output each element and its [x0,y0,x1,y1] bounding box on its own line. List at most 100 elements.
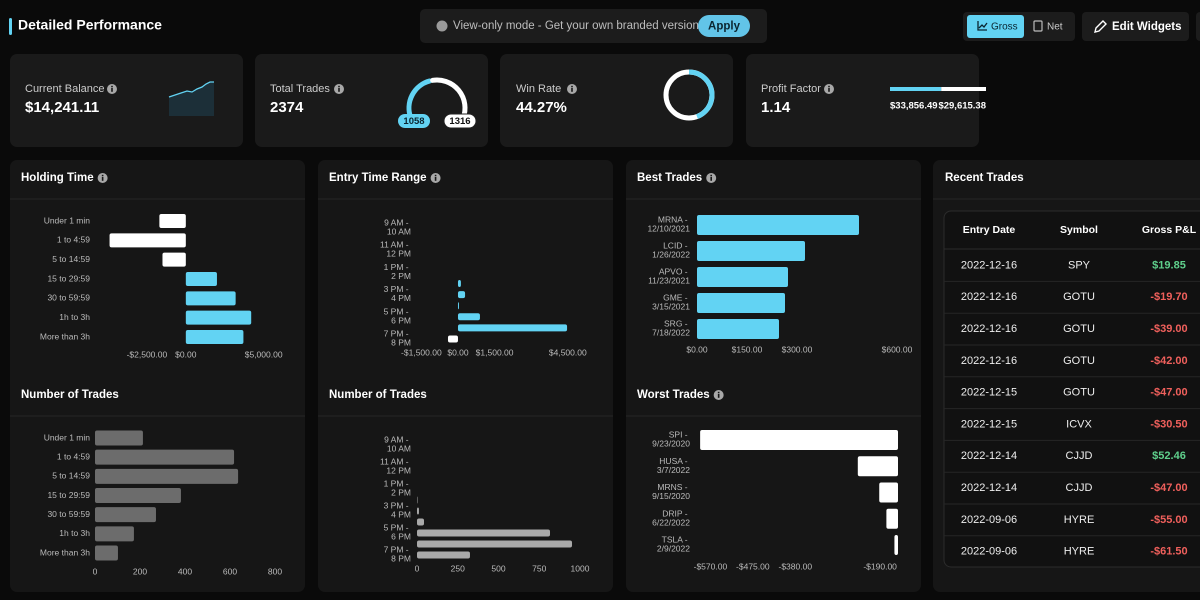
y-tick-label: 5 to 14:59 [52,254,90,264]
gross-button[interactable] [967,15,1024,38]
profit-factor-card [746,54,979,147]
bar [894,535,898,555]
bar [697,241,805,261]
table-cell: GOTU [1063,355,1095,367]
y-tick-label: 1h to 3h [59,312,90,322]
y-tick-label: 30 to 59:59 [47,293,90,303]
stat-label: Win Rate [516,83,561,95]
y-tick-label: 1 to 4:59 [57,451,90,461]
y-tick-label: 5 to 14:59 [52,471,90,481]
bar [159,214,186,228]
notice-text: View-only mode - Get your own branded ve… [453,20,699,32]
gross-label[interactable]: Gross [991,22,1018,33]
loss-bar [941,87,986,91]
table-cell: 2022-12-15 [961,387,1017,399]
bar [447,335,458,343]
notice-bar [420,9,767,43]
edit-widgets-label[interactable]: Edit Widgets [1112,21,1182,33]
table-cell: 2022-12-16 [961,355,1017,367]
bar [457,324,568,332]
table-cell: $19.85 [1152,259,1186,271]
column-header: Symbol [1060,224,1098,236]
y-tick-label: More than 3h [40,547,90,557]
x-tick-label: 500 [491,563,505,573]
losses-label: 1316 [449,116,470,127]
profit-bar [890,87,942,91]
info-icon-dot [717,391,720,394]
x-tick-label: $1,500.00 [476,347,514,357]
net-icon [1033,20,1043,32]
info-icon-mark [717,394,720,398]
info-icon-mark [434,177,437,181]
y-tick-label: 11 AM - 12 PM [380,240,411,259]
x-tick-label: $600.00 [882,344,913,354]
y-tick-label: Under 1 min [44,215,91,225]
table-cell: CJJD [1066,450,1093,462]
stat-value: 44.27% [516,99,567,116]
info-icon-dot [828,85,830,88]
x-tick-label: $4,500.00 [549,347,587,357]
chart-title: Holding Time [21,172,94,184]
bar [185,291,236,306]
loss-label: $29,615.38 [938,101,986,112]
y-tick-label: 11 AM - 12 PM [380,457,411,476]
ring-value [663,69,715,121]
bar [879,482,898,503]
gauge-wins [406,78,433,121]
net-label[interactable]: Net [1047,22,1063,33]
chart-title: Entry Time Range [329,172,427,184]
bar [95,488,181,503]
balance-card [10,54,243,147]
x-tick-label: 600 [223,566,237,576]
apply-label[interactable]: Apply [708,21,741,33]
bar [162,252,186,267]
table-cell: -$19.70 [1150,291,1187,303]
trades-card [255,54,488,147]
table-cell: GOTU [1063,291,1095,303]
x-tick-label: 400 [178,566,192,576]
bar [185,272,217,286]
table-cell: -$42.00 [1150,355,1187,367]
bar [95,526,134,542]
apply-button[interactable] [698,15,750,37]
column-header: Entry Date [963,224,1016,236]
bar [417,529,551,537]
chart-title: Number of Trades [21,389,119,401]
y-tick-label: HUSA - 3/7/2022 [657,456,690,475]
info-icon-mark [338,88,340,92]
bar [185,310,252,325]
bar [700,430,898,450]
x-tick-label: -$475.00 [736,561,770,571]
y-tick-label: 9 AM - 10 AM [384,435,411,454]
table-cell: ICVX [1066,418,1092,430]
y-tick-label: 1 PM - 2 PM [384,262,411,281]
info-icon-dot [434,174,437,177]
bar [417,507,419,515]
y-tick-label: 7 PM - 8 PM [384,329,411,348]
table-cell: SPY [1068,259,1091,271]
x-tick-label: $300.00 [782,344,813,354]
y-tick-label: DRIP - 6/22/2022 [652,509,690,528]
stat-label: Total Trades [270,83,330,95]
table-cell: HYRE [1064,546,1095,558]
y-tick-label: LCID - 1/26/2022 [652,241,690,260]
panel [10,160,305,592]
y-tick-label: 7 PM - 8 PM [384,545,411,564]
x-tick-label: -$190.00 [863,561,897,571]
y-tick-label: MRNS - 9/15/2020 [652,482,690,501]
table-cell: GOTU [1063,387,1095,399]
y-tick-label: SPI - 9/23/2020 [652,430,690,449]
stat-value: 1.14 [761,99,791,116]
bar [95,507,156,523]
info-icon-dot [101,174,104,177]
edit-icon [1094,20,1107,33]
more-button[interactable] [1196,12,1200,41]
table-cell: 2022-12-15 [961,418,1017,430]
info-icon-mark [571,88,573,92]
table-cell: 2022-12-14 [961,482,1017,494]
stat-label: Current Balance [25,83,105,95]
table-cell: $52.46 [1152,450,1186,462]
table-cell: -$61.50 [1150,546,1187,558]
edit-widgets-button[interactable] [1082,12,1189,41]
